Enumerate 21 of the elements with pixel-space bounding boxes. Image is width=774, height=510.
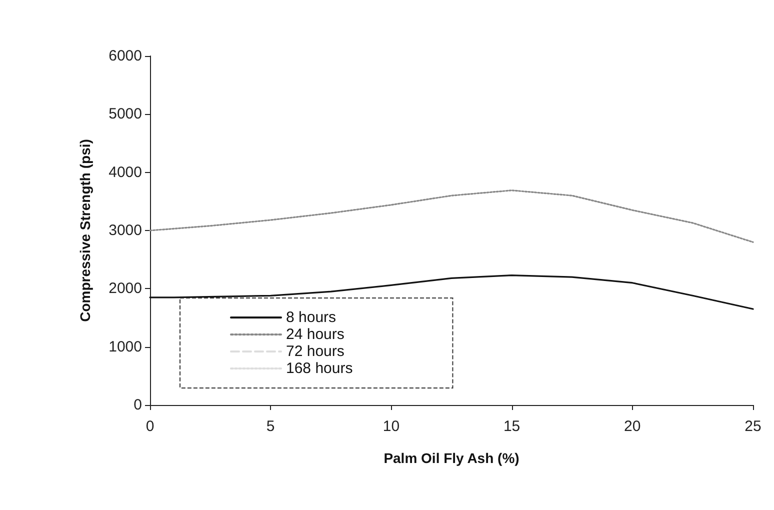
x-tick-label: 10 [382,418,400,435]
x-tick-label: 0 [146,418,154,435]
legend-label: 24 hours [286,326,344,343]
y-tick-label: 3000 [108,222,142,239]
y-tick-label: 5000 [108,106,142,123]
y-tick-label: 0 [134,396,142,414]
x-axis-title: Palm Oil Fly Ash (%) [384,450,520,466]
x-tick-label: 20 [624,418,641,435]
y-tick-label: 1000 [108,338,142,356]
x-tick-label: 15 [503,418,520,435]
x-tick-label: 5 [266,418,275,435]
legend-label: 168 hours [286,360,353,377]
y-tick-label: 2000 [108,280,142,298]
y-tick-label: 6000 [108,48,142,64]
legend-label: 8 hours [286,309,336,326]
legend-label: 72 hours [286,343,344,360]
y-axis-title: Compressive Strength (psi) [77,139,93,322]
x-tick-label: 25 [744,418,762,435]
y-tick-label: 4000 [108,164,142,181]
line-series [149,190,754,243]
line-series [149,274,754,310]
